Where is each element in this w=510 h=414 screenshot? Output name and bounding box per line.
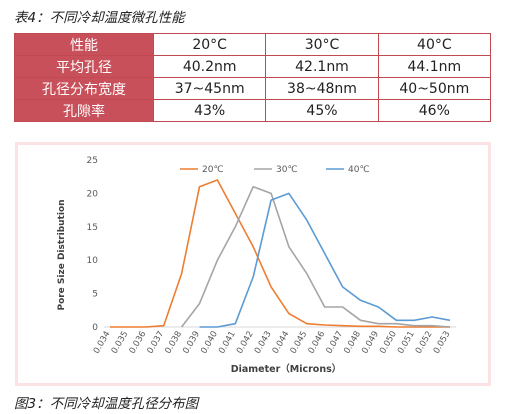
y-tick-label: 10 <box>87 256 99 266</box>
row-label: 孔径分布宽度 <box>14 77 154 100</box>
table-cell: 40°C <box>377 33 492 56</box>
legend-label: 40℃ <box>348 165 370 175</box>
x-tick-label: 0.042 <box>235 330 256 356</box>
x-axis: 0.0340.0350.0360.0370.0380.0390.0400.041… <box>92 326 456 356</box>
x-tick-label: 0.045 <box>289 330 310 356</box>
table-cell: 40.2nm <box>152 55 267 78</box>
plot-area <box>110 179 451 328</box>
x-tick-label: 0.040 <box>199 330 220 356</box>
legend-label: 20℃ <box>202 165 224 175</box>
y-tick-label: 5 <box>92 290 98 300</box>
x-tick-label: 0.038 <box>163 330 184 356</box>
table-cell: 42.1nm <box>265 55 379 78</box>
y-tick-label: 15 <box>87 223 98 233</box>
legend-label: 30℃ <box>276 165 298 175</box>
table-row: 性能 20°C 30°C 40°C <box>14 33 492 56</box>
table-cell: 43% <box>152 99 267 122</box>
series-line-3 <box>199 192 451 328</box>
table-cell: 37~45nm <box>152 77 267 100</box>
y-axis: 0 5 10 15 20 25 <box>87 156 99 333</box>
table-cell: 44.1nm <box>377 55 492 78</box>
x-tick-label: 0.041 <box>217 330 238 356</box>
x-tick-label: 0.046 <box>307 330 328 356</box>
figure-caption: 图3：不同冷却温度孔径分布图 <box>14 396 199 412</box>
x-tick-label: 0.035 <box>110 330 131 356</box>
y-tick-label: 25 <box>87 156 98 166</box>
table-cell: 20°C <box>152 33 267 56</box>
table-row: 孔隙率 43% 45% 46% <box>14 99 492 122</box>
y-tick-label: 20 <box>87 189 99 199</box>
x-tick-label: 0.051 <box>396 330 417 356</box>
x-tick-label: 0.037 <box>145 330 166 356</box>
x-tick-label: 0.034 <box>92 330 113 356</box>
x-tick-label: 0.052 <box>414 330 435 356</box>
table-caption: 表4：不同冷却温度微孔性能 <box>14 10 185 26</box>
table-cell: 38~48nm <box>265 77 379 100</box>
y-axis-label: Pore Size Distribution <box>57 199 67 310</box>
row-label: 平均孔径 <box>14 55 154 78</box>
table-row: 平均孔径 40.2nm 42.1nm 44.1nm <box>14 55 492 78</box>
x-tick-label: 0.047 <box>324 330 345 356</box>
x-tick-label: 0.036 <box>128 330 149 356</box>
row-label: 性能 <box>14 33 154 56</box>
x-tick-label: 0.053 <box>432 330 453 356</box>
table-cell: 46% <box>377 99 492 122</box>
table-cell: 45% <box>265 99 379 122</box>
chart-frame: 20℃ 30℃ 40℃ 0 5 10 15 20 25 0.034 0.035 0.036 0.03… <box>15 142 491 386</box>
properties-table: 性能 20°C 30°C 40°C 平均孔径 40.2nm 42.1nm 44.… <box>14 33 492 122</box>
x-tick-label: 0.049 <box>360 330 381 356</box>
row-label: 孔隙率 <box>14 99 154 122</box>
series-line-1 <box>110 179 450 328</box>
table-cell: 30°C <box>265 33 379 56</box>
table-row: 孔径分布宽度 37~45nm 38~48nm 40~50nm <box>14 77 492 100</box>
chart-legend: 20℃ 30℃ 40℃ <box>180 165 370 175</box>
x-axis-label: Diameter（Microns） <box>231 363 342 375</box>
x-tick-label: 0.039 <box>181 330 202 356</box>
x-tick-label: 0.044 <box>271 330 292 356</box>
x-tick-label: 0.050 <box>378 330 399 356</box>
series-line-2 <box>180 185 451 328</box>
y-tick-label: 0 <box>92 323 98 333</box>
x-tick-label: 0.043 <box>253 330 274 356</box>
x-tick-label: 0.048 <box>342 330 363 356</box>
table-cell: 40~50nm <box>377 77 492 100</box>
